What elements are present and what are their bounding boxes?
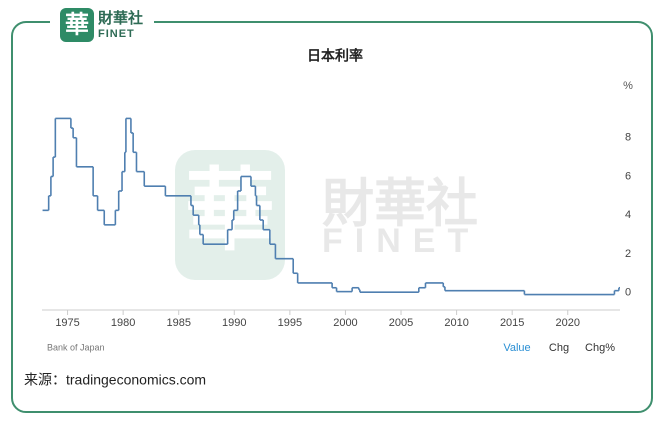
watermark: 華 財華社 FINET	[175, 150, 480, 280]
x-tick-label: 1975	[55, 317, 79, 329]
x-tick-label: 2000	[333, 317, 357, 329]
x-tick-label: 1985	[166, 317, 190, 329]
y-tick-label: 2	[625, 248, 631, 260]
card-frame	[11, 21, 653, 413]
logo-cn: 財華社	[97, 9, 143, 27]
logo-char: 華	[65, 10, 89, 39]
watermark-seal	[175, 150, 285, 280]
y-unit: %	[623, 80, 633, 92]
y-tick-label: 0	[625, 286, 631, 298]
tab[interactable]: Value	[503, 342, 530, 354]
x-tick-label: 1990	[222, 317, 246, 329]
x-tick-label: 1995	[278, 317, 302, 329]
tab[interactable]: Chg	[549, 342, 569, 354]
x-tick-label: 2015	[500, 317, 524, 329]
y-tick-label: 8	[625, 132, 631, 144]
y-tick-label: 6	[625, 170, 631, 182]
x-tick-label: 1980	[111, 317, 135, 329]
x-tick-label: 2020	[556, 317, 580, 329]
chart-title: 日本利率	[307, 48, 363, 64]
tab[interactable]: Chg%	[585, 342, 615, 354]
watermark-cn: 財華社	[322, 176, 478, 234]
logo-seal	[60, 8, 94, 42]
watermark-char: 華	[185, 158, 275, 264]
x-tick-label: 2005	[389, 317, 413, 329]
x-tick-label: 2010	[444, 317, 468, 329]
watermark-en: FINET	[322, 222, 480, 260]
source-note: Bank of Japan	[47, 342, 105, 352]
credit: 来源：tradingeconomics.com	[24, 372, 206, 388]
y-tick-label: 4	[625, 209, 631, 221]
logo-en: FINET	[98, 28, 135, 40]
